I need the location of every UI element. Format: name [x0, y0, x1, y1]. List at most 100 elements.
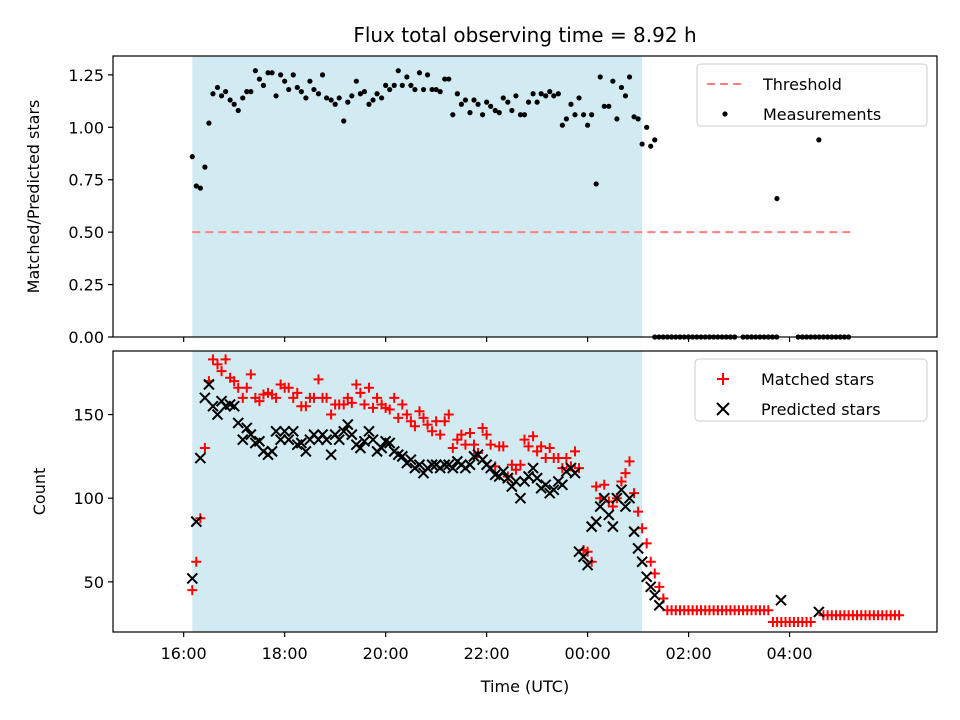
legend: Threshold Measurements: [696, 63, 928, 127]
matched-stars-point: [207, 354, 218, 365]
predicted-stars-point: [447, 462, 459, 474]
legend-label: Threshold: [762, 75, 842, 94]
predicted-stars-point: [194, 452, 207, 464]
matched-stars-point: [409, 421, 420, 432]
matched-stars-point: [372, 392, 383, 403]
x-tick-label: 20:00: [363, 644, 409, 663]
legend: Matched stars Predicted stars: [694, 358, 928, 422]
predicted-stars-point: [628, 525, 640, 538]
matched-stars-point: [506, 459, 517, 470]
predicted-stars-point: [203, 378, 215, 391]
predicted-stars-point: [207, 400, 219, 412]
matched-stars-point: [431, 416, 442, 427]
measurement-point: [328, 97, 334, 103]
observing-window-span: [192, 56, 643, 337]
predicted-stars-point: [186, 572, 198, 585]
matched-stars-point: [435, 429, 446, 440]
x-tick-label: 04:00: [767, 644, 813, 663]
measurement-point: [357, 91, 364, 97]
measurement-point: [341, 118, 347, 124]
matched-stars-point: [569, 446, 580, 457]
measurement-point: [505, 99, 511, 105]
matched-stars-point: [422, 419, 433, 430]
matched-stars-point: [292, 387, 303, 398]
legend-box: [694, 358, 928, 422]
measurement-point: [214, 84, 221, 91]
matched-stars-point: [464, 427, 475, 438]
predicted-stars-point: [497, 465, 509, 478]
matched-stars-point: [456, 429, 467, 440]
measurement-point: [202, 164, 208, 170]
y-axis-label: Matched/Predicted stars: [24, 100, 43, 294]
matched-stars-point: [641, 538, 652, 549]
matched-stars-point: [258, 389, 269, 400]
measurement-point: [189, 154, 195, 160]
measurement-point: [240, 95, 246, 101]
predicted-stars-point: [241, 422, 253, 434]
measurement-point: [206, 120, 212, 126]
bottom-panel: 50 100 150 16:00 18:00 20:00 22:00 00:00 02:00 04…: [30, 350, 938, 696]
measurement-point: [235, 107, 241, 114]
measurement-point: [404, 74, 410, 80]
measurement-point: [816, 137, 822, 143]
predicted-stars-point: [531, 472, 543, 484]
measurement-point: [227, 97, 233, 103]
predicted-stars-point: [556, 479, 569, 491]
measurement-point: [319, 72, 326, 78]
y-tick-label: 0.00: [68, 328, 104, 347]
matched-stars-point: [418, 412, 429, 423]
measurement-point: [294, 84, 300, 91]
measurement-point: [652, 137, 658, 143]
measurement-point: [332, 101, 338, 107]
measurement-point: [458, 101, 464, 107]
predicted-stars-point: [426, 459, 438, 471]
matched-stars-point: [519, 434, 530, 445]
matched-stars-point: [187, 585, 198, 596]
predicted-stars-point: [295, 437, 308, 449]
predicted-stars-point: [569, 467, 581, 479]
measurement-point: [479, 112, 486, 118]
measurement-point: [555, 91, 561, 97]
matched-stars-point: [427, 426, 438, 437]
matched-stars-point: [460, 439, 471, 450]
measurement-point: [639, 141, 645, 147]
matched-stars-point: [405, 416, 416, 427]
matched-stars-point: [308, 392, 319, 403]
measurement-point: [379, 95, 385, 101]
predicted-stars-point: [653, 599, 666, 611]
measurement-point: [420, 86, 427, 93]
predicted-stars-point: [363, 425, 375, 437]
matched-stars-point: [288, 392, 299, 403]
matched-stars-point: [229, 376, 240, 387]
legend-measurements-swatch: [722, 111, 728, 117]
predicted-stars-point: [346, 428, 358, 441]
matched-stars-point: [544, 443, 555, 454]
predicted-stars-point: [342, 418, 354, 431]
measurement-point: [416, 70, 423, 76]
measurement-point: [601, 103, 607, 109]
matched-stars-point: [313, 374, 324, 385]
predicted-stars-point: [232, 417, 244, 429]
predicted-stars-point: [439, 459, 451, 471]
measurement-point: [593, 181, 599, 187]
predicted-stars-point: [266, 445, 278, 458]
measurement-point: [433, 86, 439, 93]
legend-label: Matched stars: [761, 370, 874, 389]
matched-stars-point: [300, 401, 311, 412]
measurement-point: [585, 122, 591, 128]
measurement-point: [303, 95, 309, 101]
y-tick-label: 100: [73, 489, 104, 508]
predicted-stars-point: [581, 559, 594, 571]
y-tick-label: 0.75: [68, 171, 104, 190]
predicted-stars-point: [245, 428, 257, 441]
measurement-point: [424, 72, 431, 78]
matched-stars-point: [397, 399, 408, 410]
matched-stars-point: [452, 434, 463, 445]
measurement-point: [589, 112, 595, 118]
measurement-point: [290, 72, 296, 78]
predicted-stars-point: [577, 551, 590, 563]
matched-stars-point: [536, 441, 547, 452]
matched-stars-point: [599, 479, 610, 490]
observing-window-span: [192, 351, 643, 632]
